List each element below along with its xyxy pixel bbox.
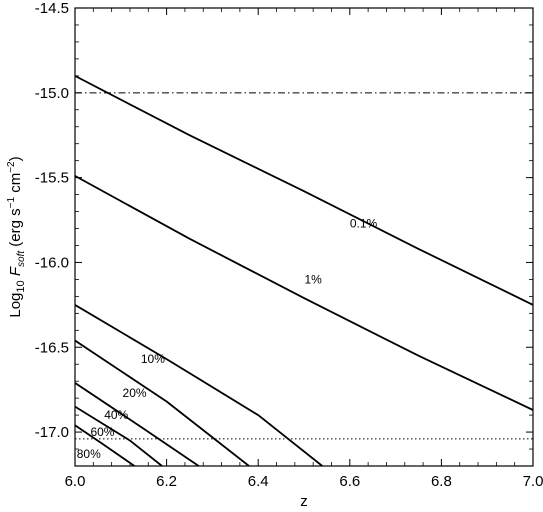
y-title-variable-sub: soft [16,250,27,267]
curve-label-80pct: 80% [77,447,101,461]
y-title-variable: F [7,266,24,276]
curve-label-20pct: 20% [123,386,147,400]
x-tick-label: 6.8 [431,473,452,490]
curve-label-10pct: 10% [141,352,165,366]
curves [75,75,533,466]
y-title-log: Log [7,293,24,318]
y-title-units-open: (erg s [7,208,24,246]
curve-40pct [75,382,200,466]
y-title-cm-exponent: −2 [6,161,17,173]
y-title-s-exponent: −1 [6,197,17,209]
y-tick-label: -16.5 [35,339,69,356]
plot-frame [74,7,534,467]
curve-label-60pct: 60% [90,425,114,439]
x-axis-title: z [300,493,308,510]
curve-10pct [75,304,323,466]
x-tick-label: 6.4 [248,473,269,490]
x-tick-label: 6.6 [339,473,360,490]
curve-80pct [75,424,136,466]
x-tick-label: 7.0 [523,473,543,490]
x-tick-label: 6.2 [156,473,177,490]
y-tick-label: -14.5 [35,0,69,17]
y-axis-title: Log10 Fsoft (erg s−1 cm−2) [6,156,27,317]
curve-0p1pct [75,75,533,306]
reference-lines [75,92,533,440]
curve-1pct [75,175,533,411]
axis-ticks: 6.0 6.2 6.4 6.6 6.8 7.0 -14.5 -15.0 -15.5 -16.0 -1… [35,0,543,490]
curve-label-40pct: 40% [104,408,128,422]
curve-20pct [75,339,250,466]
curve-label-1pct: 1% [304,272,322,286]
curve-60pct [75,405,163,466]
y-tick-label: -15.5 [35,170,69,187]
y-title-units-mid: cm [7,173,24,197]
y-tick-label: -16.0 [35,254,69,271]
curve-label-0p1pct: 0.1% [350,216,378,230]
y-tick-label: -15.0 [35,85,69,102]
x-tick-label: 6.0 [65,473,86,490]
y-title-log-base: 10 [15,280,27,292]
y-title-units-close: ) [7,156,24,161]
curve-labels: 0.1% 1% 10% 20% 40% 60% 80% [77,216,378,461]
y-tick-label: -17.0 [35,424,69,441]
